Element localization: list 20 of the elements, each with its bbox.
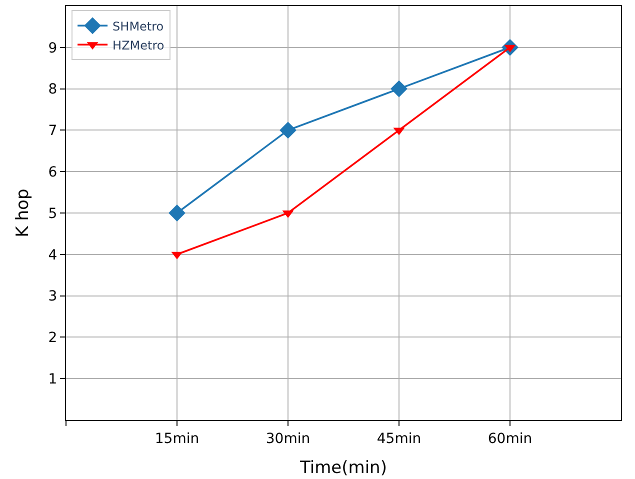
x-tick-label: 15min bbox=[154, 430, 200, 447]
y-tick-label: 2 bbox=[48, 330, 58, 346]
y-tick-label: 4 bbox=[48, 247, 58, 264]
point bbox=[390, 80, 408, 98]
x-axis-title: Time(min) bbox=[299, 458, 387, 478]
point bbox=[168, 204, 186, 222]
y-axis-title: K hop bbox=[12, 188, 33, 238]
y-tick-label: 1 bbox=[48, 372, 58, 388]
y-tick-label: 9 bbox=[48, 40, 58, 56]
y-tick-label: 3 bbox=[48, 288, 58, 305]
x-tick-label: 45min bbox=[376, 430, 422, 447]
x-tick-label: 30min bbox=[266, 430, 310, 447]
legend-label: SHMetro bbox=[112, 19, 164, 34]
y-tick-label: 5 bbox=[48, 206, 58, 222]
point bbox=[280, 122, 296, 139]
y-tick-label: 7 bbox=[48, 123, 58, 140]
y-tick-label: 8 bbox=[48, 82, 58, 98]
legend-label: HZMetro bbox=[112, 38, 164, 52]
x-tick-label: 60min bbox=[488, 430, 532, 447]
y-tick-label: 6 bbox=[48, 164, 58, 180]
